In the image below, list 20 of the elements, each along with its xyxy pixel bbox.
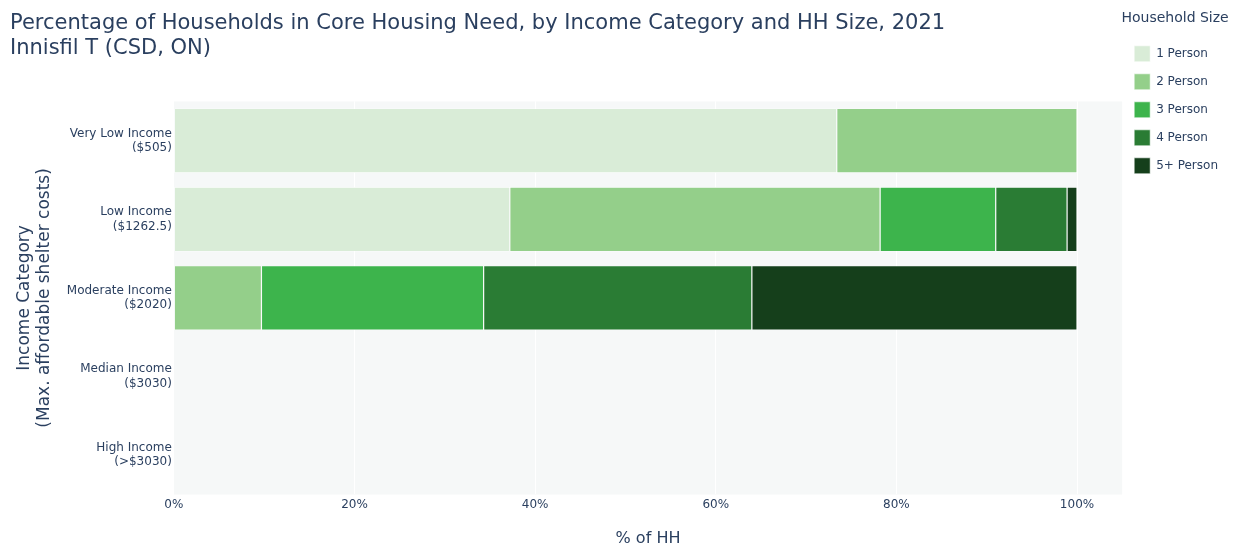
x-tick-label: 0% <box>164 496 184 511</box>
y-tick-label: Very Low Income ($505) <box>69 125 172 155</box>
y-axis-title: Income Category (Max. affordable shelter costs) <box>12 168 54 428</box>
x-axis-title: % of HH <box>615 527 681 547</box>
chart-title: Percentage of Households in Core Housing Need, by Income Category and HH Size, 2021 Innisfil T (CSD, ON) <box>10 10 946 60</box>
y-tick-label: High Income (>$3030) <box>96 440 172 469</box>
legend-title: Household Size <box>1121 8 1229 25</box>
x-tick-label: 20% <box>341 496 368 511</box>
legend-label: 4 Person <box>1156 129 1208 144</box>
x-tick-label: 100% <box>1059 496 1095 511</box>
y-tick-label: Low Income ($1262.5) <box>100 204 172 233</box>
y-tick-label: Median Income ($3030) <box>80 361 172 390</box>
legend-label: 2 Person <box>1156 73 1208 88</box>
legend-label: 5+ Person <box>1156 157 1218 172</box>
y-tick-label: Moderate Income ($2020) <box>66 282 172 312</box>
x-tick-label: 40% <box>521 496 549 511</box>
x-tick-label: 60% <box>702 496 730 511</box>
x-tick-label: 80% <box>883 496 910 511</box>
legend-label: 3 Person <box>1156 101 1208 116</box>
legend-label: 1 Person <box>1156 45 1208 60</box>
